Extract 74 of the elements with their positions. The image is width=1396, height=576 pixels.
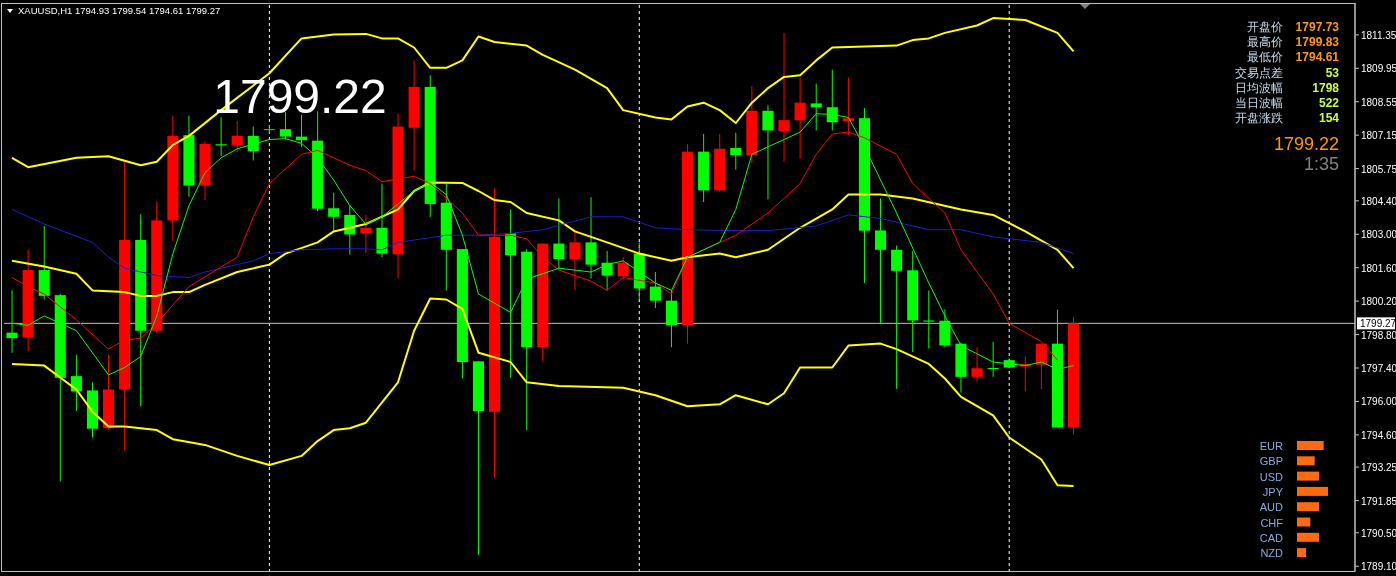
candlestick: [778, 32, 790, 163]
candlestick: [923, 289, 935, 349]
annotation: 1799.22: [1273, 134, 1339, 154]
y-tick-label: 1794.60: [1361, 429, 1396, 441]
annotation: 交易点差: [1235, 65, 1283, 80]
y-tick-label: 1809.95: [1361, 63, 1396, 75]
bar: [1297, 486, 1328, 496]
annotation: 日均波幅: [1235, 80, 1283, 95]
y-tick-label: NZD: [1260, 547, 1284, 560]
y-tick-label: 1790.50: [1361, 527, 1396, 539]
candlestick: [328, 192, 340, 233]
annotation: 最低价: [1247, 50, 1283, 65]
bar: [1297, 548, 1306, 558]
y-tick-label: 1808.55: [1361, 96, 1396, 108]
bar: [1297, 532, 1320, 542]
candlestick: [617, 256, 629, 280]
y-tick-label: 1804.40: [1361, 195, 1396, 207]
annotation: 1798: [1312, 80, 1340, 95]
annotation: 1797.73: [1295, 20, 1340, 34]
annotation: 53: [1325, 65, 1340, 80]
chart-title: XAUUSD,H1 1794.93 1799.54 1794.61 1799.27: [18, 5, 221, 16]
annotation: 最高价: [1247, 35, 1283, 50]
candlestick: [874, 197, 887, 324]
candlestick: [794, 77, 806, 160]
y-tick-label: 1798.80: [1361, 329, 1396, 341]
candlestick: [231, 120, 243, 153]
candlestick: [891, 244, 903, 390]
candlestick: [585, 196, 597, 279]
y-tick-label: 1805.75: [1361, 163, 1396, 175]
y-tick-label: 1796.00: [1361, 396, 1396, 408]
candlestick: [987, 341, 999, 378]
y-tick-label: 1789.10: [1361, 561, 1396, 573]
candlestick: [730, 132, 742, 171]
candlestick: [826, 69, 838, 131]
annotation: 522: [1318, 96, 1340, 110]
annotation: 1799.83: [1295, 35, 1340, 50]
annotation: 1794.61: [1295, 50, 1340, 65]
y-tick-label: GBP: [1259, 455, 1283, 468]
y-tick-label: 1803.00: [1361, 229, 1396, 241]
annotation: 154: [1318, 111, 1340, 126]
y-tick-label: 1801.60: [1361, 262, 1396, 274]
y-tick-label: CAD: [1259, 531, 1284, 544]
candlestick: [569, 230, 581, 291]
y-tick-label: 1791.85: [1361, 495, 1396, 507]
y-tick-label: EUR: [1259, 440, 1284, 452]
y-tick-label: AUD: [1259, 501, 1284, 514]
candlestick: [601, 250, 613, 291]
y-tick-label: 1793.25: [1361, 462, 1396, 474]
y-tick-label: JPY: [1262, 485, 1284, 498]
candlestick: [810, 83, 822, 131]
candlestick: [971, 346, 983, 383]
candlestick: [505, 208, 517, 379]
annotation: 当日波幅: [1235, 96, 1283, 110]
bar: [1297, 441, 1324, 450]
bar: [1297, 456, 1315, 466]
candlestick: [6, 289, 18, 354]
candlestick: [344, 205, 356, 256]
bar: [1297, 517, 1311, 527]
y-tick-label: USD: [1259, 470, 1284, 483]
candlestick: [360, 214, 372, 254]
y-tick-label: 1797.40: [1361, 363, 1396, 374]
candlestick: [553, 197, 565, 269]
y-tick-label: 1811.35: [1361, 29, 1396, 41]
y-tick-label: CHF: [1260, 516, 1284, 529]
candlestick: [649, 271, 661, 309]
bar: [1297, 471, 1320, 481]
annotation: 开盘价: [1247, 20, 1283, 34]
annotation: 开盘涨跌: [1235, 111, 1283, 126]
y-tick-label: 1807.15: [1361, 130, 1396, 142]
ref-line-label: 1799.27: [1360, 318, 1396, 330]
bar: [1297, 502, 1320, 512]
candlestick: [762, 104, 774, 200]
y-tick-label: 1800.20: [1361, 296, 1396, 308]
annotation: 1:35: [1303, 154, 1339, 174]
